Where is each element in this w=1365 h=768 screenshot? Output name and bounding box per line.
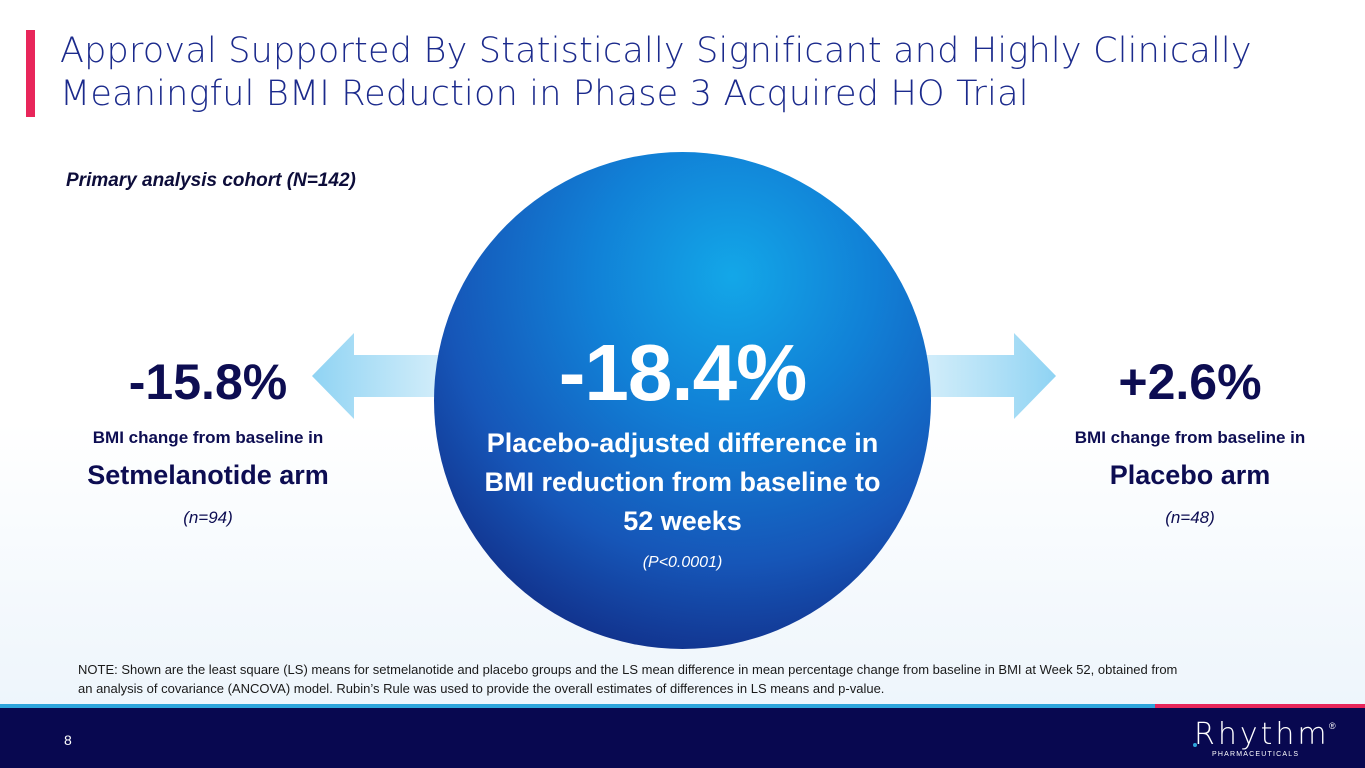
rhythm-logo: Rhythm ® PHARMACEUTICALS	[1190, 719, 1340, 763]
footer-line-blue	[0, 704, 1155, 708]
title-accent-bar	[26, 30, 35, 117]
placebo-label: BMI change from baseline in	[1074, 428, 1306, 447]
footer-line-pink	[1155, 704, 1365, 708]
setmelanotide-arm-name: Setmelanotide arm	[87, 460, 329, 490]
setmelanotide-n: (n=94)	[183, 508, 233, 527]
setmelanotide-label: BMI change from baseline in	[92, 428, 324, 447]
footer-bar	[0, 708, 1365, 768]
logo-subtitle: PHARMACEUTICALS	[1212, 751, 1300, 758]
placebo-n: (n=48)	[1165, 508, 1215, 527]
footnote: NOTE: Shown are the least square (LS) me…	[78, 662, 1178, 696]
placebo-value: +2.6%	[1118, 354, 1262, 410]
right-arrow	[878, 333, 1056, 419]
logo-dot-icon	[1193, 743, 1197, 747]
cohort-label: Primary analysis cohort (N=142)	[66, 170, 356, 191]
placebo-adjusted-value: -18.4%	[558, 328, 807, 417]
page-title: Approval Supported By Statistically Sign…	[60, 31, 1252, 114]
p-value: (P<0.0001)	[642, 554, 723, 571]
placebo-arm-name: Placebo arm	[1109, 460, 1271, 490]
placebo-adjusted-description: Placebo-adjusted difference in BMI reduc…	[484, 428, 881, 536]
logo-registered-mark: ®	[1329, 721, 1336, 731]
setmelanotide-value: -15.8%	[128, 354, 288, 410]
page-number: 8	[64, 732, 72, 748]
left-arrow	[312, 333, 488, 419]
result-circle	[434, 152, 931, 649]
logo-wordmark: Rhythm	[1194, 717, 1330, 752]
